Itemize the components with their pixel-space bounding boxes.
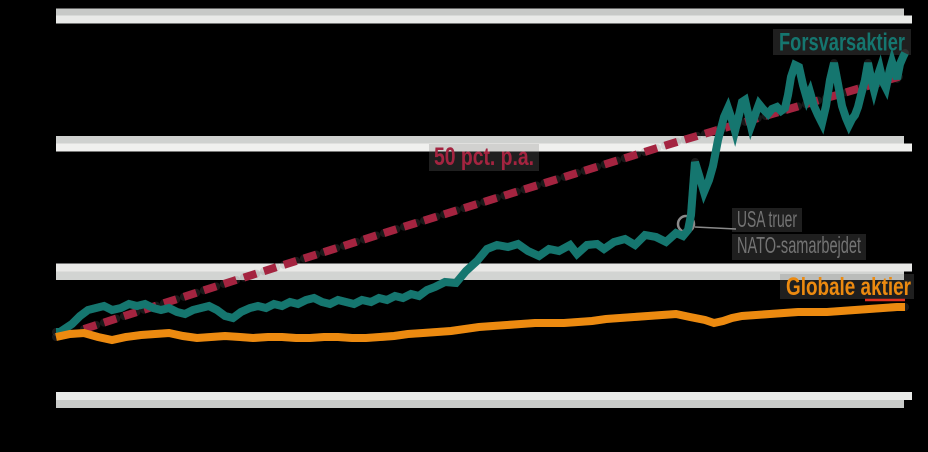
svg-text:NATO-samarbejdet: NATO-samarbejdet: [737, 232, 861, 258]
svg-text:USA truer: USA truer: [737, 206, 797, 232]
svg-text:Forsvarsaktier: Forsvarsaktier: [779, 29, 905, 57]
svg-text:50 pct. p.a.: 50 pct. p.a.: [434, 143, 534, 171]
svg-text:Globale aktier: Globale aktier: [786, 273, 911, 301]
